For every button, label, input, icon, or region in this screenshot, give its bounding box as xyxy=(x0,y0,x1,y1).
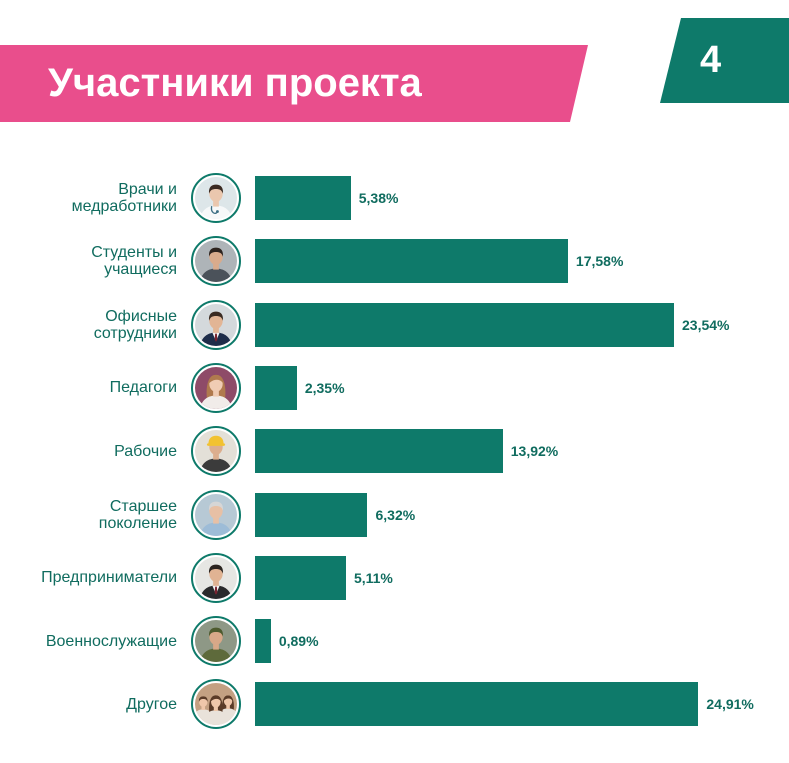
bar xyxy=(255,176,351,220)
avatar xyxy=(191,173,241,223)
bar xyxy=(255,302,674,347)
bar xyxy=(255,365,297,410)
bar xyxy=(255,682,699,727)
entrepreneur-photo-icon xyxy=(195,556,237,599)
avatar-photo xyxy=(195,177,237,219)
value-label: 0,89% xyxy=(278,633,319,650)
chart-row: Студенты и учащиеся 17,58% xyxy=(0,236,789,287)
category-label-text: Врачи и медработники xyxy=(71,181,177,215)
avatar xyxy=(191,679,241,730)
student-photo-icon xyxy=(195,240,237,283)
teacher-photo-icon xyxy=(195,366,237,409)
military-photo-icon xyxy=(195,620,237,663)
avatar xyxy=(191,426,241,477)
value-label: 5,38% xyxy=(358,190,399,206)
category-label: Педагоги xyxy=(0,366,177,410)
chart-row: Военнослужащие 0,89% xyxy=(0,616,789,667)
avatar-photo xyxy=(195,366,237,409)
category-label-text: Другое xyxy=(126,695,177,713)
category-label: Студенты и учащиеся xyxy=(0,239,177,283)
value-label: 6,32% xyxy=(375,506,416,523)
avatar xyxy=(191,236,241,287)
doctor-photo-icon xyxy=(195,177,237,219)
category-label-text: Рабочие xyxy=(114,442,177,460)
value-label: 13,92% xyxy=(510,443,559,460)
group-photo-icon xyxy=(195,683,237,726)
category-label-text: Педагоги xyxy=(109,379,177,397)
worker-photo-icon xyxy=(195,430,237,473)
avatar-photo xyxy=(195,556,237,599)
chart-row: Другое 24,91% xyxy=(0,679,789,730)
chart-row: Предприниматели 5,11% xyxy=(0,552,789,603)
senior-photo-icon xyxy=(195,493,237,536)
office-worker-photo-icon xyxy=(195,303,237,346)
category-label-text: Военнослужащие xyxy=(45,632,177,650)
avatar xyxy=(191,362,241,413)
avatar-photo xyxy=(195,303,237,346)
category-label-text: Студенты и учащиеся xyxy=(91,244,177,279)
category-label: Врачи и медработники xyxy=(0,176,177,220)
avatar xyxy=(191,616,241,667)
bar xyxy=(255,429,503,474)
category-label: Другое xyxy=(0,682,177,726)
bar xyxy=(255,619,271,664)
value-label: 5,11% xyxy=(353,569,393,586)
category-label: Рабочие xyxy=(0,429,177,473)
chart-row: Педагоги 2,35% xyxy=(0,362,789,413)
avatar-photo xyxy=(195,493,237,536)
value-label: 24,91% xyxy=(706,696,754,713)
chart-row: Старшее поколение 6,32% xyxy=(0,489,789,540)
chart-row: Офисные сотрудники 23,54% xyxy=(0,299,789,350)
page-title: Участники проекта xyxy=(48,61,422,105)
category-label: Старшее поколение xyxy=(0,493,177,537)
value-label: 2,35% xyxy=(304,379,345,396)
category-label: Военнослужащие xyxy=(0,619,177,663)
avatar xyxy=(191,489,241,540)
avatar xyxy=(191,299,241,350)
avatar xyxy=(191,552,241,603)
page-number: 4 xyxy=(700,39,722,81)
category-label-text: Предприниматели xyxy=(41,569,177,587)
bar xyxy=(255,239,568,284)
avatar-photo xyxy=(195,240,237,283)
avatar-photo xyxy=(195,683,237,726)
value-label: 23,54% xyxy=(682,316,730,333)
category-label-text: Старшее поколение xyxy=(98,497,177,532)
category-label: Предприниматели xyxy=(0,556,177,600)
category-label-text: Офисные сотрудники xyxy=(93,307,177,342)
bar xyxy=(255,492,368,537)
category-label: Офисные сотрудники xyxy=(0,303,177,347)
title-banner: Участники проекта xyxy=(0,45,588,122)
chart-row: Врачи и медработники 5,38% xyxy=(0,173,789,223)
value-label: 17,58% xyxy=(575,253,624,270)
avatar-photo xyxy=(195,620,237,663)
avatar-photo xyxy=(195,430,237,473)
bar xyxy=(255,555,346,600)
chart-row: Рабочие 13,92% xyxy=(0,426,789,477)
page-number-badge: 4 xyxy=(660,18,789,103)
